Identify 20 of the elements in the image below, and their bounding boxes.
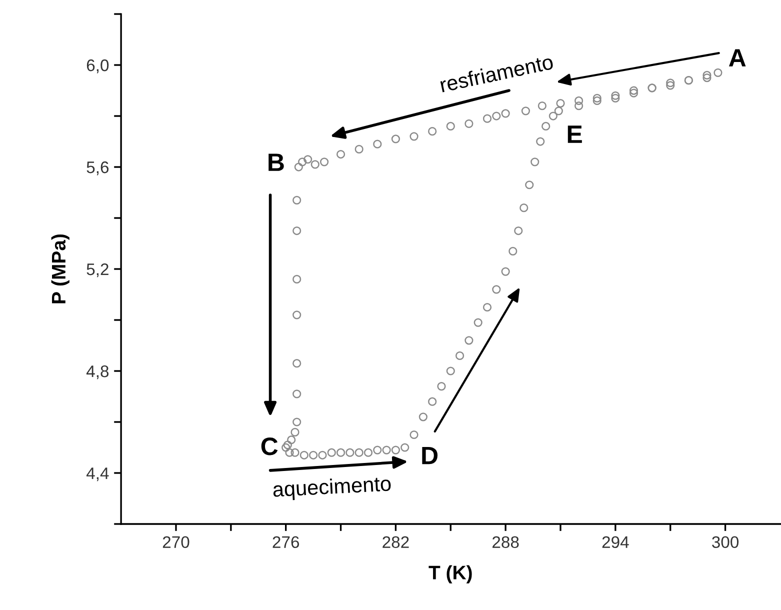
y-tick-label: 6,0 <box>86 59 109 74</box>
y-tick-label: 4,8 <box>86 365 109 380</box>
annotation: B <box>268 154 284 171</box>
annotation: A <box>728 49 746 66</box>
x-tick-label: 294 <box>602 536 629 548</box>
y-axis-title: P (MPa) <box>51 234 70 304</box>
annotation: C <box>261 438 278 456</box>
x-tick-label: 282 <box>382 536 409 548</box>
annotation: resfriamento <box>439 54 554 92</box>
x-tick-label: 276 <box>272 536 300 548</box>
x-tick-label: 270 <box>162 536 190 548</box>
annotation: E <box>568 126 582 143</box>
x-axis-title: T (K) <box>428 565 472 584</box>
x-tick-label: 300 <box>712 536 739 548</box>
x-tick-label: 288 <box>492 536 519 548</box>
annotation: D <box>422 446 438 464</box>
y-tick-label: 4,4 <box>86 468 109 482</box>
y-tick-label: 5,6 <box>86 161 109 176</box>
y-tick-label: 5,2 <box>86 263 108 278</box>
annotation: aquecimento <box>272 476 392 502</box>
